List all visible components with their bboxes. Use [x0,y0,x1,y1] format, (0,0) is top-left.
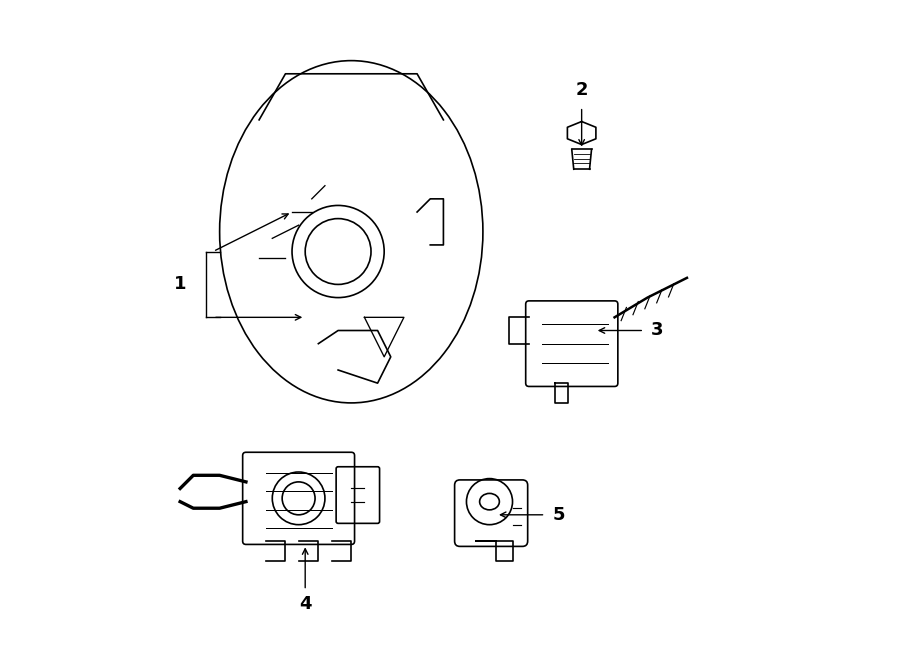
Text: 1: 1 [174,276,186,293]
Text: 3: 3 [651,321,663,340]
Text: 2: 2 [575,81,588,99]
Text: 5: 5 [553,506,565,524]
Text: 4: 4 [299,595,311,613]
